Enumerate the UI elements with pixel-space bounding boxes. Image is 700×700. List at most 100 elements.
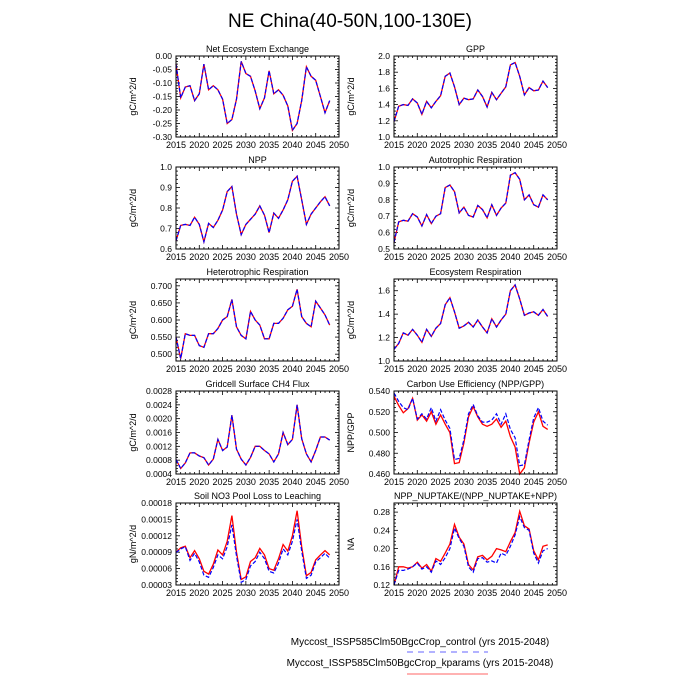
x-tick-label: 2015: [384, 588, 404, 598]
x-tick-label: 2040: [282, 588, 302, 598]
plot-frame: [393, 55, 558, 138]
series-kparams-line: [175, 510, 331, 581]
x-tick-label: 2020: [189, 477, 209, 487]
plot-frame: [393, 278, 558, 362]
x-tick-label: 2050: [547, 140, 567, 150]
y-tick-label: 0.460: [369, 469, 391, 479]
x-tick-label: 2045: [306, 588, 326, 598]
x-tick-label: 2020: [407, 140, 427, 150]
plot-frame: [393, 166, 558, 250]
x-tick-label: 2030: [236, 477, 256, 487]
y-tick-label: 0.7: [160, 224, 172, 234]
plot-frame: [175, 278, 340, 362]
y-axis-label: gC/m^2/d: [346, 189, 356, 227]
x-tick-label: 2050: [547, 364, 567, 374]
panel-title: Net Ecosystem Exchange: [206, 44, 309, 54]
panel-soil-no3-pool-loss-to-leaching: Soil NO3 Pool Loss to Leaching gN/m^2/d 20…: [128, 491, 349, 598]
y-axis-label: gC/m^2/d: [128, 77, 138, 115]
x-tick-label: 2040: [500, 364, 520, 374]
y-tick-label: 0.0004: [146, 469, 172, 479]
x-tick-label: 2020: [407, 252, 427, 262]
panel-title: Ecosystem Respiration: [429, 267, 521, 277]
series-kparams-line: [175, 404, 331, 470]
x-tick-label: 2025: [213, 252, 233, 262]
x-tick-label: 2040: [282, 252, 302, 262]
panel-net-ecosystem-exchange: Net Ecosystem Exchange gC/m^2/d 2015 2020 20…: [128, 44, 349, 150]
plot-frame: [393, 390, 558, 475]
series-control-line: [393, 171, 549, 243]
x-tick-label: 2050: [329, 588, 349, 598]
series-kparams-line: [175, 174, 331, 245]
y-tick-label: 0.9: [160, 183, 172, 193]
x-tick-label: 2025: [213, 588, 233, 598]
panel-npp: NPP gC/m^2/d 2015 2020 2025 2030 2035 2040 2045 2…: [128, 155, 349, 262]
x-tick-label: 2020: [407, 477, 427, 487]
y-tick-label: 0.16: [373, 562, 390, 572]
x-tick-label: 2045: [306, 364, 326, 374]
y-tick-label: 0.500: [369, 428, 391, 438]
y-tick-label: -0.15: [153, 92, 173, 102]
panel-title: Carbon Use Efficiency (NPP/GPP): [407, 379, 544, 389]
x-tick-label: 2025: [213, 477, 233, 487]
y-tick-label: 0.00009: [141, 547, 172, 557]
x-tick-label: 2030: [454, 140, 474, 150]
y-tick-label: 1.0: [160, 162, 172, 172]
x-tick-label: 2020: [189, 140, 209, 150]
x-tick-label: 2040: [500, 477, 520, 487]
y-tick-label: 0.20: [373, 544, 390, 554]
y-tick-label: -0.10: [153, 78, 173, 88]
panel-title: NPP_NUPTAKE/(NPP_NUPTAKE+NPP): [394, 491, 557, 501]
x-tick-label: 2020: [189, 252, 209, 262]
x-tick-label: 2035: [259, 252, 279, 262]
x-tick-label: 2045: [306, 477, 326, 487]
y-tick-label: 0.9: [378, 178, 390, 188]
y-axis-label: NPP/GPP: [346, 412, 356, 452]
x-tick-label: 2015: [166, 252, 186, 262]
y-axis-label: gN/m^2/d: [128, 525, 138, 563]
x-tick-label: 2020: [189, 588, 209, 598]
y-tick-label: -0.05: [153, 65, 173, 75]
y-tick-label: 0.00018: [141, 498, 172, 508]
panel-title: Gridcell Surface CH4 Flux: [205, 379, 310, 389]
y-axis-label: gC/m^2/d: [346, 301, 356, 339]
plot-frame: [393, 502, 558, 586]
y-tick-label: 0.0008: [146, 455, 172, 465]
x-tick-label: 2030: [454, 252, 474, 262]
x-tick-label: 2035: [259, 140, 279, 150]
plot-frame: [175, 166, 340, 250]
x-tick-label: 2035: [259, 477, 279, 487]
x-tick-label: 2045: [524, 477, 544, 487]
x-tick-label: 2040: [500, 588, 520, 598]
y-tick-label: 0.0012: [146, 441, 172, 451]
y-tick-label: 0.00015: [141, 514, 172, 524]
x-tick-label: 2030: [454, 588, 474, 598]
y-tick-label: 0.12: [373, 580, 390, 590]
x-tick-label: 2045: [524, 588, 544, 598]
y-tick-label: 0.0024: [146, 400, 172, 410]
y-tick-label: 0.8: [160, 203, 172, 213]
x-tick-label: 2045: [306, 252, 326, 262]
x-tick-label: 2050: [329, 364, 349, 374]
y-tick-label: 1.4: [378, 100, 390, 110]
legend: Myccost_ISSP585Clm50BgcCrop_control (yrs…: [287, 637, 553, 675]
x-tick-label: 2015: [166, 477, 186, 487]
x-tick-label: 2050: [547, 477, 567, 487]
x-tick-label: 2030: [236, 588, 256, 598]
legend-label-control: Myccost_ISSP585Clm50BgcCrop_control (yrs…: [291, 637, 549, 648]
y-tick-label: 0.550: [151, 332, 173, 342]
x-tick-label: 2015: [166, 588, 186, 598]
x-tick-label: 2020: [189, 364, 209, 374]
x-tick-label: 2015: [166, 140, 186, 150]
plot-frame: [175, 502, 340, 586]
x-tick-label: 2035: [477, 252, 497, 262]
y-axis-label: NA: [346, 538, 356, 551]
x-tick-label: 2015: [384, 252, 404, 262]
x-tick-label: 2030: [236, 364, 256, 374]
y-tick-label: -0.25: [153, 119, 173, 129]
figure-title: NE China(40-50N,100-130E): [228, 11, 472, 32]
panel-title: Autotrophic Respiration: [429, 155, 523, 165]
x-tick-label: 2025: [213, 140, 233, 150]
